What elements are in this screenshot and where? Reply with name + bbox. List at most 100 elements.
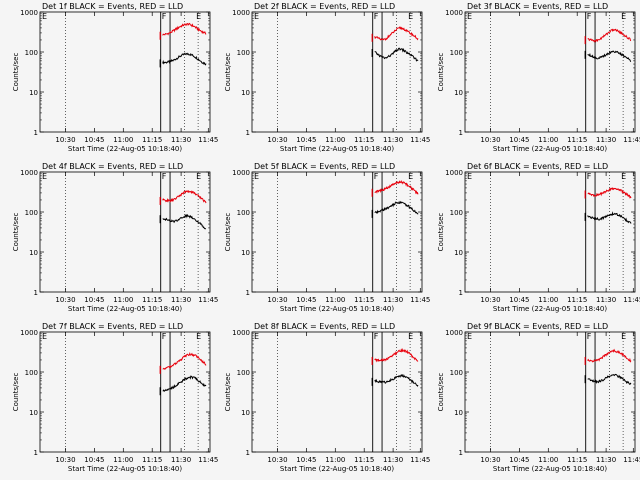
x-tick-label: 11:30 [383, 456, 403, 464]
x-tick-label: 11:00 [325, 136, 345, 144]
marker-e-right: E [408, 172, 413, 181]
chart-panel-8: Det 8f BLACK = Events, RED = LLD 1 10 100 10… [224, 322, 430, 473]
x-tick-label: 11:00 [538, 296, 558, 304]
marker-e-right: E [196, 172, 201, 181]
marker-f: F [587, 332, 592, 341]
x-tick-label: 11:45 [410, 136, 430, 144]
x-tick-label: 10:45 [509, 136, 529, 144]
y-tick-label: 100 [237, 369, 250, 377]
y-tick-label: 10 [29, 409, 38, 417]
series-line-events [374, 200, 419, 215]
marker-f: F [162, 172, 167, 181]
y-axis-label: Counts/sec [437, 53, 445, 92]
x-tick-label: 11:45 [410, 456, 430, 464]
x-tick-label: 11:45 [623, 296, 640, 304]
series-line-lld [374, 179, 419, 195]
x-tick-label: 11:00 [325, 456, 345, 464]
series-line-events [587, 373, 632, 385]
x-tick-label: 11:45 [623, 136, 640, 144]
series-line-events [162, 375, 207, 392]
y-tick-label: 1000 [232, 169, 250, 177]
x-tick-label: 11:30 [383, 296, 403, 304]
x-tick-label: 10:30 [267, 296, 287, 304]
marker-f: F [374, 172, 379, 181]
y-tick-label: 100 [25, 209, 38, 217]
chart-title: Det 1f BLACK = Events, RED = LLD [42, 2, 183, 11]
x-axis-label: Start Time (22-Aug-05 10:18:40) [493, 465, 607, 473]
plot-frame [39, 11, 211, 133]
x-tick-label: 11:15 [354, 456, 374, 464]
x-tick-label: 11:15 [567, 296, 587, 304]
y-tick-label: 10 [29, 249, 38, 257]
y-tick-label: 1 [34, 289, 38, 297]
y-tick-label: 10 [454, 249, 463, 257]
y-tick-label: 1000 [20, 329, 38, 337]
marker-e-right: E [621, 172, 626, 181]
marker-f: F [162, 332, 167, 341]
marker-e-left: E [42, 332, 47, 341]
x-axis-label: Start Time (22-Aug-05 10:18:40) [280, 305, 394, 313]
x-tick-label: 11:15 [142, 296, 162, 304]
y-axis-label: Counts/sec [224, 53, 232, 92]
x-tick-label: 10:45 [296, 136, 316, 144]
marker-e-left: E [467, 12, 472, 21]
plot-frame [464, 11, 636, 133]
series-line-lld [374, 26, 419, 41]
y-tick-label: 1 [34, 129, 38, 137]
series-line-lld [587, 186, 632, 199]
x-tick-label: 11:15 [142, 136, 162, 144]
x-tick-label: 11:45 [198, 136, 218, 144]
chart-title: Det 2f BLACK = Events, RED = LLD [254, 2, 395, 11]
y-axis-label: Counts/sec [12, 213, 20, 252]
chart-panel-4: Det 4f BLACK = Events, RED = LLD 1 10 100 10… [12, 162, 218, 313]
y-tick-label: 1 [34, 449, 38, 457]
y-tick-label: 10 [454, 89, 463, 97]
y-tick-label: 100 [25, 49, 38, 57]
series-line-events [374, 47, 419, 62]
x-axis-label: Start Time (22-Aug-05 10:18:40) [68, 305, 182, 313]
marker-e-left: E [42, 172, 47, 181]
marker-f: F [374, 12, 379, 21]
plot-frame [251, 11, 423, 133]
x-tick-label: 11:00 [538, 136, 558, 144]
x-axis-label: Start Time (22-Aug-05 10:18:40) [280, 465, 394, 473]
plot-frame [251, 171, 423, 293]
marker-e-left: E [467, 172, 472, 181]
marker-f: F [374, 332, 379, 341]
x-tick-label: 11:15 [142, 456, 162, 464]
marker-e-right: E [408, 12, 413, 21]
plot-frame [251, 331, 423, 453]
x-tick-label: 11:30 [596, 456, 616, 464]
x-tick-label: 10:30 [55, 296, 75, 304]
x-tick-label: 10:30 [267, 456, 287, 464]
y-tick-label: 1 [459, 289, 463, 297]
x-tick-label: 10:45 [84, 136, 104, 144]
x-tick-label: 11:30 [171, 136, 191, 144]
x-tick-label: 11:00 [325, 296, 345, 304]
y-tick-label: 1 [459, 129, 463, 137]
chart-title: Det 8f BLACK = Events, RED = LLD [254, 322, 395, 331]
y-tick-label: 10 [241, 409, 250, 417]
y-tick-label: 100 [237, 49, 250, 57]
x-tick-label: 11:15 [354, 296, 374, 304]
x-tick-label: 11:00 [538, 456, 558, 464]
marker-e-right: E [196, 332, 201, 341]
series-line-lld [587, 28, 632, 43]
x-tick-label: 10:45 [84, 296, 104, 304]
marker-f: F [587, 172, 592, 181]
x-tick-label: 10:30 [267, 136, 287, 144]
x-tick-label: 11:30 [171, 296, 191, 304]
marker-e-right: E [621, 332, 626, 341]
y-tick-label: 1 [246, 129, 250, 137]
y-tick-label: 1 [459, 449, 463, 457]
marker-e-left: E [467, 332, 472, 341]
x-tick-label: 10:30 [480, 456, 500, 464]
marker-e-left: E [42, 12, 47, 21]
plot-frame [464, 331, 636, 453]
y-axis-label: Counts/sec [224, 373, 232, 412]
marker-e-left: E [254, 172, 259, 181]
chart-panel-2: Det 2f BLACK = Events, RED = LLD 1 10 100 10… [224, 2, 430, 153]
x-tick-label: 11:00 [113, 456, 133, 464]
chart-title: Det 4f BLACK = Events, RED = LLD [42, 162, 183, 171]
